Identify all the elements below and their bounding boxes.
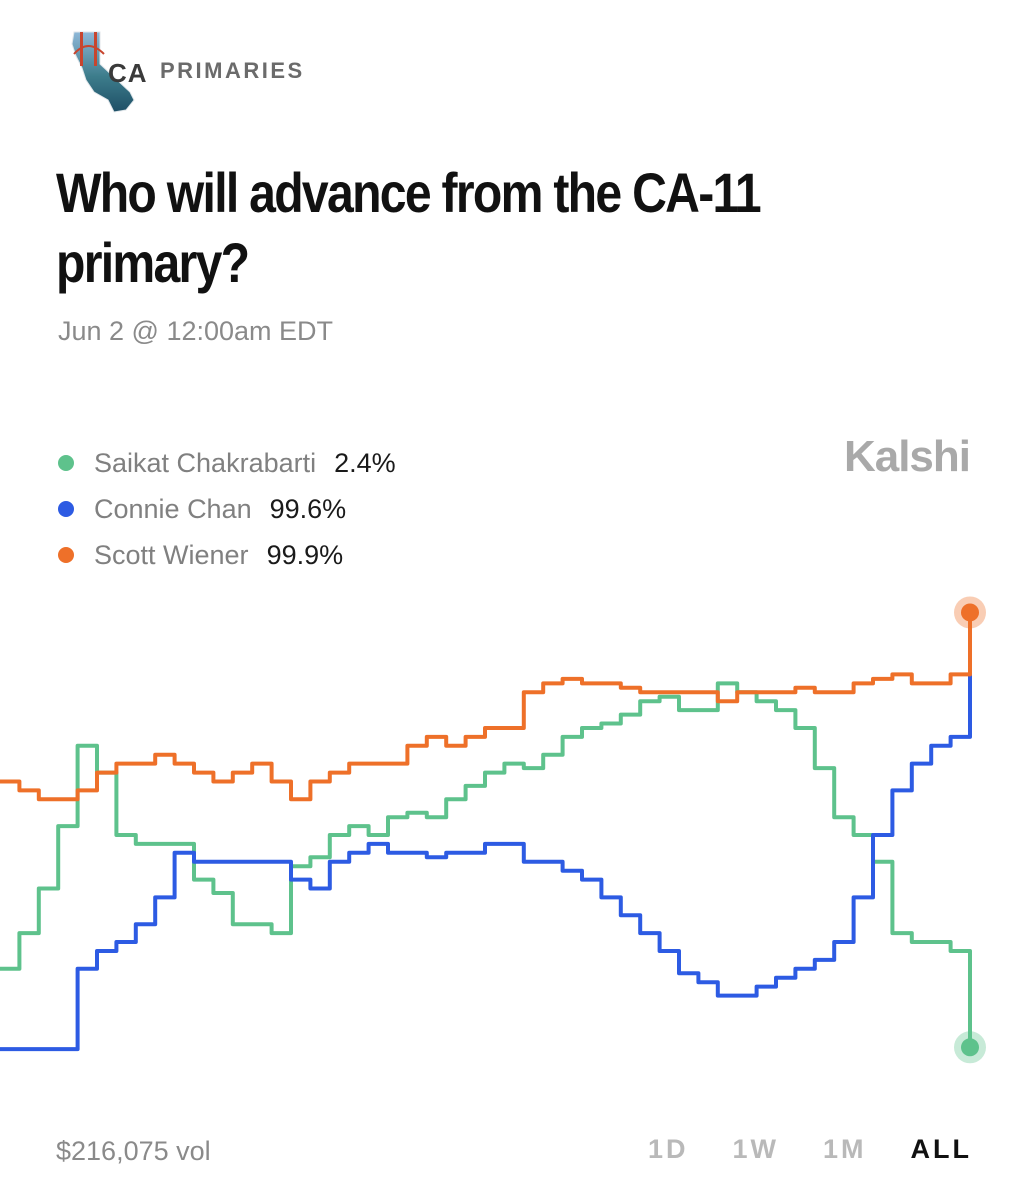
- range-1w-button[interactable]: 1W: [732, 1134, 779, 1164]
- series-end-point-0: [961, 1038, 979, 1057]
- legend-name: Scott Wiener: [94, 539, 249, 570]
- range-1m-button[interactable]: 1M: [823, 1134, 867, 1164]
- legend-value: 2.4%: [334, 447, 396, 478]
- series-line-1: [0, 613, 972, 1052]
- volume-label: $216,075 vol: [56, 1136, 211, 1166]
- range-selector: 1D 1W 1M ALL: [604, 1134, 972, 1165]
- legend-value: 99.9%: [266, 539, 344, 570]
- market-title: Who will advance from the CA-11 primary?: [56, 161, 762, 294]
- california-map-icon: [71, 31, 135, 113]
- series-line-0: [0, 681, 972, 1048]
- legend-dot-blue: [58, 501, 74, 517]
- legend-item-connie-chan[interactable]: Connie Chan 99.6%: [58, 486, 396, 532]
- header: CA: [60, 28, 150, 118]
- series-end-point-2: [961, 603, 979, 622]
- legend-value: 99.6%: [269, 493, 347, 524]
- legend-name: Saikat Chakrabarti: [94, 447, 317, 478]
- legend-dot-green: [58, 455, 74, 471]
- legend-item-scott-wiener[interactable]: Scott Wiener 99.9%: [58, 532, 396, 578]
- market-date: Jun 2 @ 12:00am EDT: [58, 316, 334, 346]
- range-all-button[interactable]: ALL: [910, 1134, 972, 1164]
- range-1d-button[interactable]: 1D: [647, 1134, 689, 1164]
- section-label[interactable]: PRIMARIES: [160, 58, 305, 83]
- kalshi-logo: Kalshi: [843, 432, 971, 481]
- legend-name: Connie Chan: [94, 493, 252, 524]
- chart-legend: Saikat Chakrabarti 2.4% Connie Chan 99.6…: [58, 440, 396, 578]
- price-chart[interactable]: [0, 590, 1028, 1090]
- california-logo: CA: [60, 28, 150, 118]
- logo-text: CA: [108, 58, 148, 88]
- legend-dot-orange: [58, 547, 74, 563]
- legend-item-saikat-chakrabarti[interactable]: Saikat Chakrabarti 2.4%: [58, 440, 396, 486]
- series-line-2: [0, 612, 972, 802]
